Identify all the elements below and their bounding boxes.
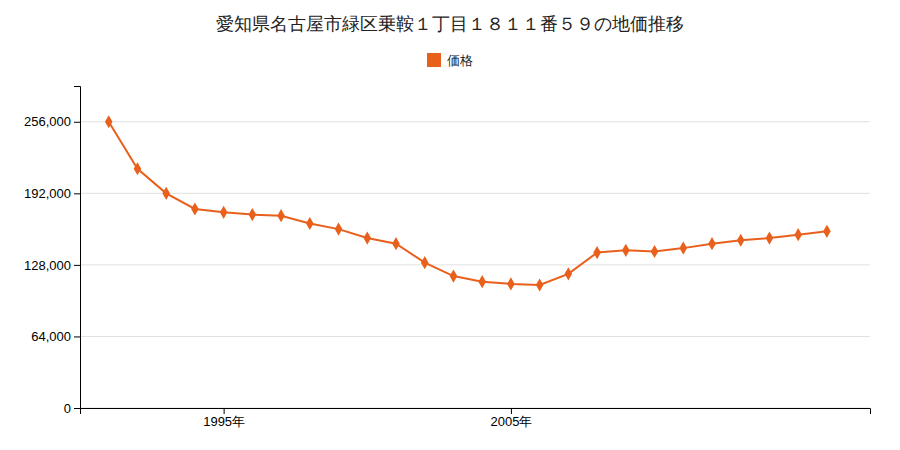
grid-line: [80, 193, 870, 194]
point: [191, 202, 199, 215]
y-axis-line: [74, 87, 81, 409]
y-tick-label: 0: [64, 401, 71, 416]
point: [335, 223, 343, 236]
y-tick: 0: [64, 401, 80, 416]
y-tick-mark: [74, 193, 80, 194]
y-tick: 192,000: [24, 186, 80, 201]
y-tick-label: 64,000: [31, 329, 71, 344]
y-tick-mark: [74, 122, 80, 123]
point: [593, 246, 601, 259]
y-tick-label: 128,000: [24, 258, 71, 273]
plot-area: 0 64,000 128,000 192,000 256,000 1995年 2005年: [24, 87, 871, 430]
y-axis: 0 64,000 128,000 192,000 256,000: [24, 87, 81, 416]
point: [421, 256, 429, 269]
x-tick-label: 1995年: [203, 414, 245, 429]
point: [823, 225, 831, 238]
x-tick: 1995年: [203, 408, 245, 429]
point: [277, 209, 285, 222]
point: [134, 162, 142, 175]
point: [679, 242, 687, 255]
y-tick-label: 256,000: [24, 114, 71, 129]
x-tick: 2005年: [490, 408, 532, 429]
point: [162, 187, 170, 200]
legend-item: 価格: [427, 53, 473, 68]
x-tick-label: 2005年: [490, 414, 532, 429]
marks: [105, 115, 831, 291]
point: [536, 278, 544, 291]
point: [565, 267, 573, 280]
x-tick-mark: [511, 408, 512, 414]
line: [109, 122, 827, 285]
point: [622, 244, 630, 257]
x-axis: 1995年 2005年: [81, 408, 871, 429]
point: [363, 231, 371, 244]
title: 愛知県名古屋市緑区乗鞍１丁目１８１１番５９の地価推移: [216, 13, 684, 34]
y-tick: 256,000: [24, 114, 80, 129]
point: [651, 245, 659, 258]
y-tick-mark: [74, 265, 80, 266]
grid: [80, 122, 870, 408]
point: [392, 237, 400, 250]
y-tick-label: 192,000: [24, 186, 71, 201]
y-tick-mark: [74, 408, 80, 409]
point: [105, 115, 113, 128]
point: [220, 206, 228, 219]
point: [249, 208, 257, 221]
legend-swatch: [427, 53, 441, 67]
grid-line: [80, 336, 870, 337]
grid-line: [80, 121, 870, 122]
point: [478, 275, 486, 288]
legend-label: 価格: [447, 53, 473, 68]
point: [794, 228, 802, 241]
y-tick: 64,000: [31, 329, 80, 344]
point: [766, 231, 774, 244]
y-tick: 128,000: [24, 258, 80, 273]
point: [306, 217, 314, 230]
point: [737, 234, 745, 247]
y-tick-mark: [74, 336, 80, 337]
legend: 価格: [427, 53, 473, 68]
point: [507, 277, 515, 290]
x-tick-mark: [224, 408, 225, 414]
point: [450, 269, 458, 282]
x-axis-line: [81, 409, 871, 415]
grid-line: [80, 264, 870, 265]
point: [708, 237, 716, 250]
chart: 愛知県名古屋市緑区乗鞍１丁目１８１１番５９の地価推移 0 64,000 128,000…: [0, 0, 900, 450]
